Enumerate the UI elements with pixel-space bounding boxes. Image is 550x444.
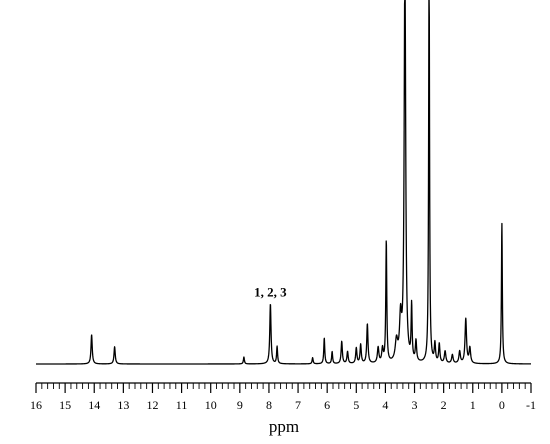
x-tick-label: 3	[412, 398, 418, 412]
x-tick-label: 6	[324, 398, 330, 412]
plot-area	[35, 0, 532, 365]
x-tick-label: 14	[88, 398, 100, 412]
x-tick-label: -1	[526, 398, 536, 412]
x-tick-label: 1	[470, 398, 476, 412]
x-tick-label: 0	[499, 398, 505, 412]
peak-annotation-label: 1, 2, 3	[254, 285, 287, 300]
x-axis-tick-labels: 16 15 14 13 12 11 10 9 8 7 6 5 4 3 2 1 0 -1	[30, 398, 536, 412]
peak-annotations: 1, 2, 3	[254, 285, 287, 300]
x-tick-label: 10	[205, 398, 217, 412]
x-tick-label: 12	[146, 398, 158, 412]
x-axis-ticks	[35, 383, 532, 393]
x-axis-title: ppm	[269, 417, 299, 436]
x-tick-label: 8	[266, 398, 272, 412]
x-tick-label: 11	[176, 398, 188, 412]
x-tick-label: 5	[353, 398, 359, 412]
x-tick-label: 2	[441, 398, 447, 412]
x-axis: 16 15 14 13 12 11 10 9 8 7 6 5 4 3 2 1 0 -1	[30, 382, 536, 412]
series-spectrum-line	[35, 0, 532, 365]
x-tick-label: 13	[117, 398, 129, 412]
x-tick-label: 15	[59, 398, 71, 412]
x-tick-label: 9	[237, 398, 243, 412]
x-tick-label: 4	[382, 398, 388, 412]
x-tick-label: 7	[295, 398, 301, 412]
x-tick-label: 16	[30, 398, 42, 412]
